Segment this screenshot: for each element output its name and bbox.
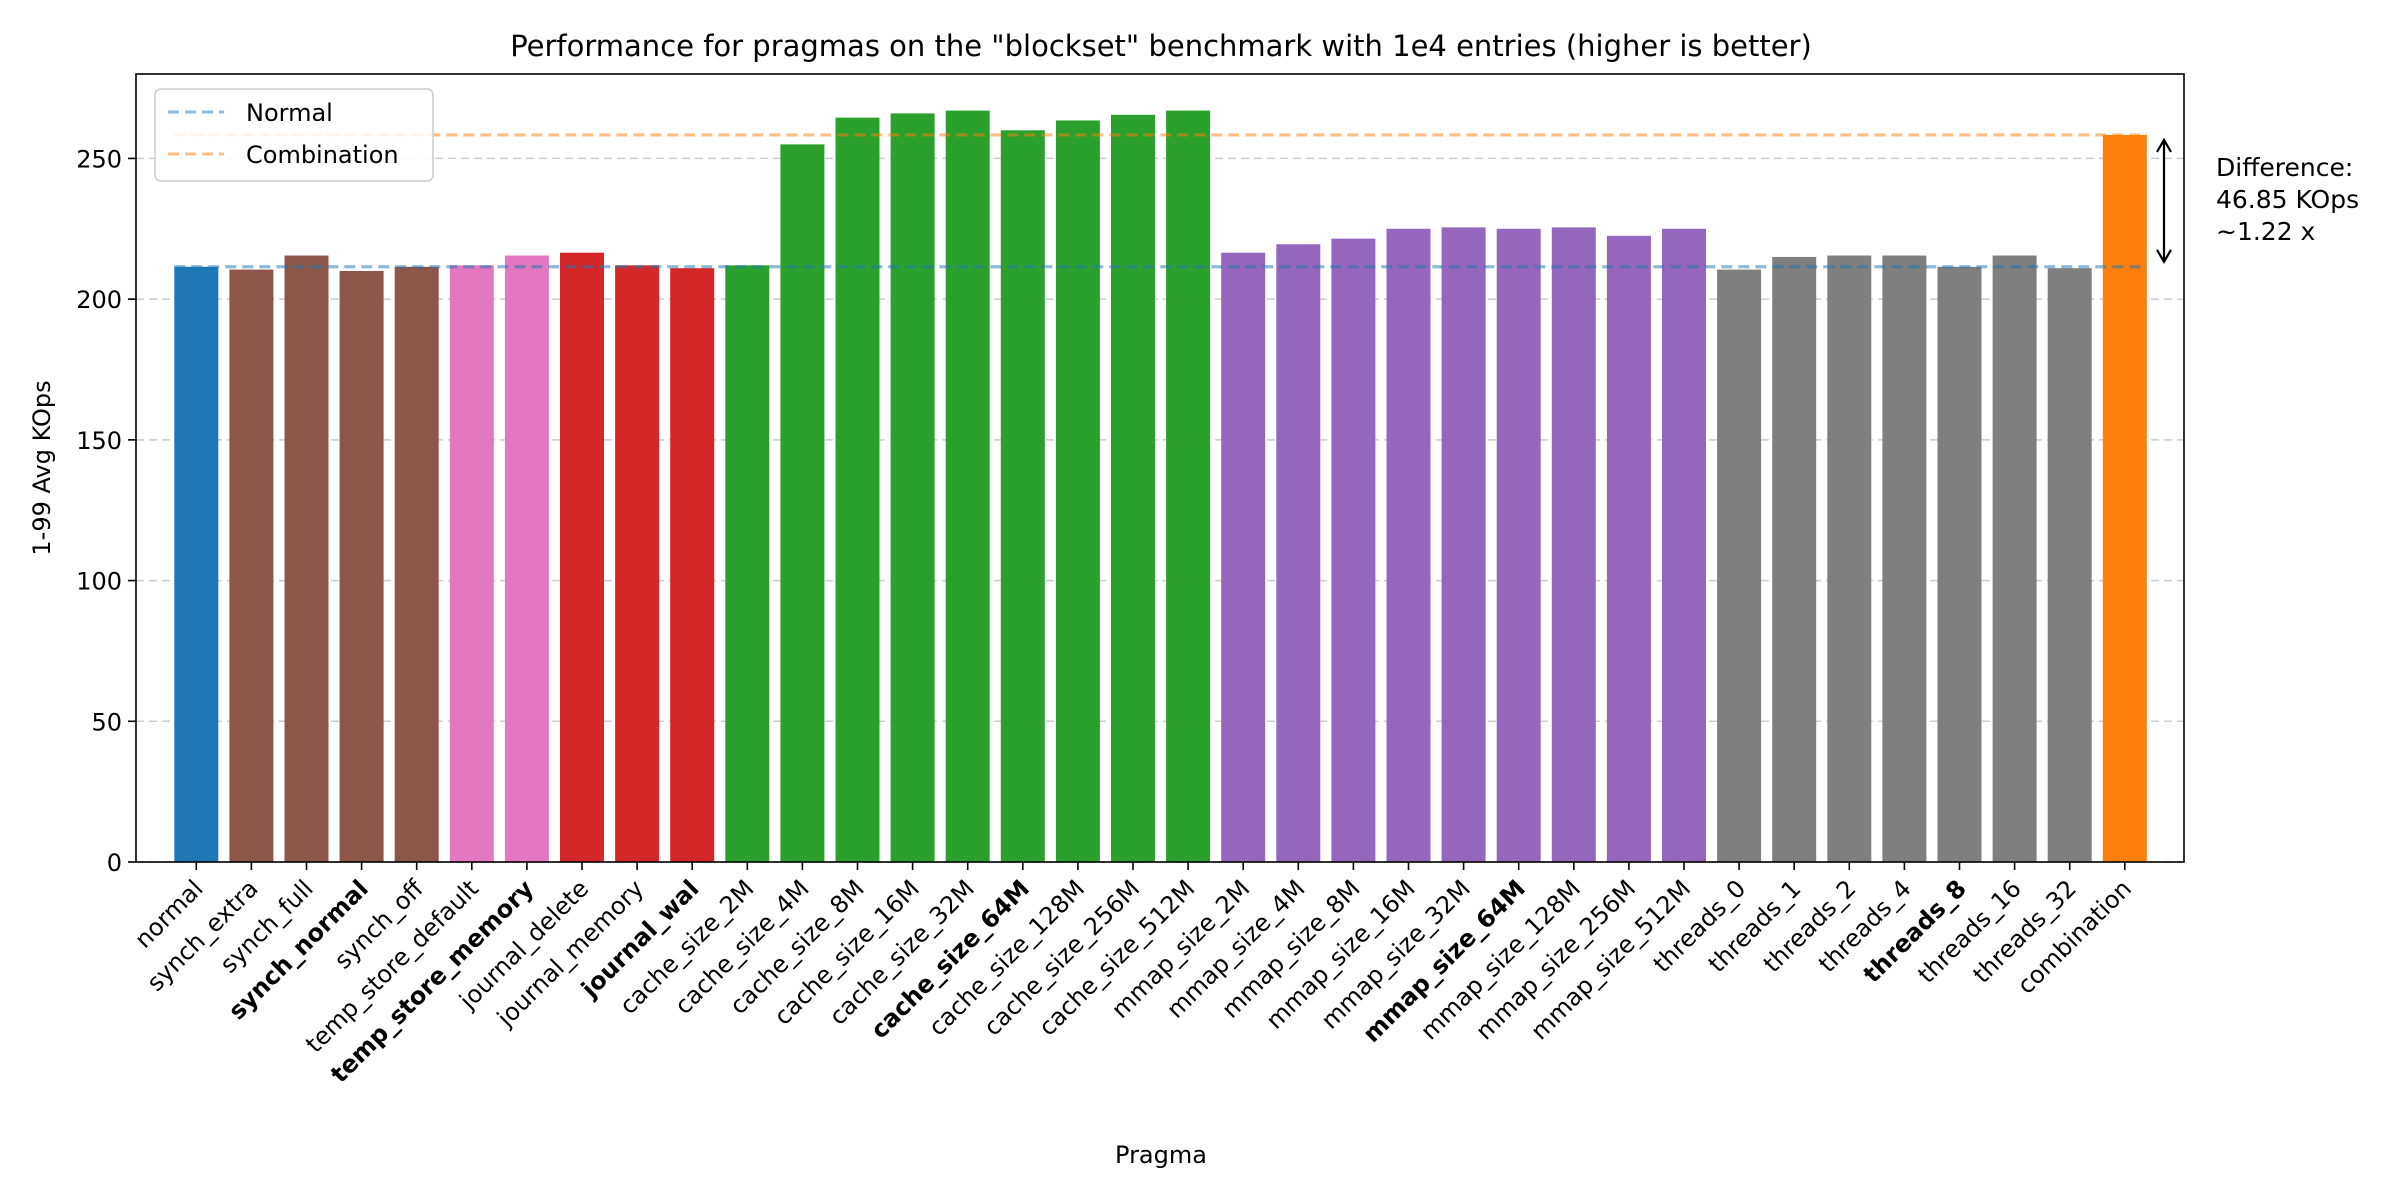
difference-annotation: Difference: 46.85 KOps ~1.22 x bbox=[2156, 137, 2359, 264]
legend-box bbox=[154, 88, 434, 182]
bar-threads_8 bbox=[1937, 266, 1982, 862]
y-tick-label: 0 bbox=[107, 849, 122, 877]
difference-label-title: Difference: bbox=[2216, 153, 2353, 182]
plot-frame bbox=[135, 73, 2185, 863]
bar-cache_size_128M bbox=[1055, 120, 1100, 862]
bar-threads_2 bbox=[1827, 255, 1872, 862]
bar-journal_delete bbox=[560, 252, 604, 862]
bar-journal_memory bbox=[615, 265, 660, 862]
bar-cache_size_512M bbox=[1166, 110, 1211, 863]
bar-cache_size_16M bbox=[890, 113, 935, 862]
bar-synch_normal bbox=[339, 271, 384, 862]
legend: Normal Combination bbox=[154, 88, 434, 182]
bar-threads_4 bbox=[1882, 255, 1927, 862]
y-tick-label: 50 bbox=[91, 708, 122, 736]
arrowhead-up-icon bbox=[2156, 137, 2172, 153]
bar-mmap_size_64M bbox=[1496, 228, 1541, 863]
x-axis-ticks: normalsynch_extrasynch_fullsynch_normals… bbox=[129, 862, 2137, 1088]
y-axis-label: 1-99 Avg KOps bbox=[28, 380, 56, 555]
y-tick-label: 250 bbox=[76, 145, 122, 173]
bars bbox=[174, 110, 2147, 863]
arrowhead-down-icon bbox=[2156, 249, 2172, 264]
bar-cache_size_256M bbox=[1111, 114, 1155, 863]
bar-cache_size_4M bbox=[780, 144, 825, 862]
bar-synch_off bbox=[394, 266, 439, 862]
bar-normal bbox=[174, 266, 219, 862]
bar-threads_16 bbox=[1992, 255, 2037, 862]
bar-temp_store_default bbox=[449, 265, 494, 862]
bar-threads_0 bbox=[1717, 269, 1762, 862]
bar-mmap_size_8M bbox=[1331, 238, 1376, 862]
bar-cache_size_64M bbox=[1000, 130, 1045, 863]
bar-mmap_size_128M bbox=[1551, 227, 1596, 863]
legend-label-normal: Normal bbox=[246, 99, 333, 127]
bar-mmap_size_2M bbox=[1221, 252, 1266, 862]
difference-label-ratio: ~1.22 x bbox=[2216, 217, 2315, 246]
bar-cache_size_2M bbox=[725, 265, 770, 862]
bar-threads_1 bbox=[1772, 256, 1817, 862]
bar-synch_extra bbox=[229, 269, 274, 862]
legend-label-combination: Combination bbox=[246, 141, 399, 169]
reference-lines bbox=[174, 133, 2147, 269]
bar-cache_size_8M bbox=[835, 117, 880, 862]
bar-cache_size_32M bbox=[945, 110, 990, 863]
bar-mmap_size_16M bbox=[1386, 228, 1431, 863]
bar-threads_32 bbox=[2047, 268, 2092, 863]
bar-mmap_size_32M bbox=[1441, 227, 1486, 863]
y-axis-ticks: 0 50 100 150 200 250 bbox=[76, 145, 136, 877]
y-tick-label: 200 bbox=[76, 286, 122, 314]
bar-mmap_size_512M bbox=[1662, 228, 1706, 863]
y-tick-label: 150 bbox=[76, 427, 122, 455]
bar-mmap_size_256M bbox=[1606, 235, 1651, 863]
y-tick-label: 100 bbox=[76, 568, 122, 596]
bar-mmap_size_4M bbox=[1276, 244, 1321, 862]
chart-title: Performance for pragmas on the "blockset… bbox=[510, 29, 1812, 63]
difference-label-value: 46.85 KOps bbox=[2216, 185, 2359, 214]
bar-combination bbox=[2102, 134, 2147, 862]
grid-lines bbox=[136, 157, 2184, 863]
bar-synch_full bbox=[284, 255, 329, 862]
bar-journal_wal bbox=[670, 268, 715, 863]
x-axis-label: Pragma bbox=[1115, 1141, 1207, 1169]
bar-temp_store_memory bbox=[504, 255, 549, 862]
